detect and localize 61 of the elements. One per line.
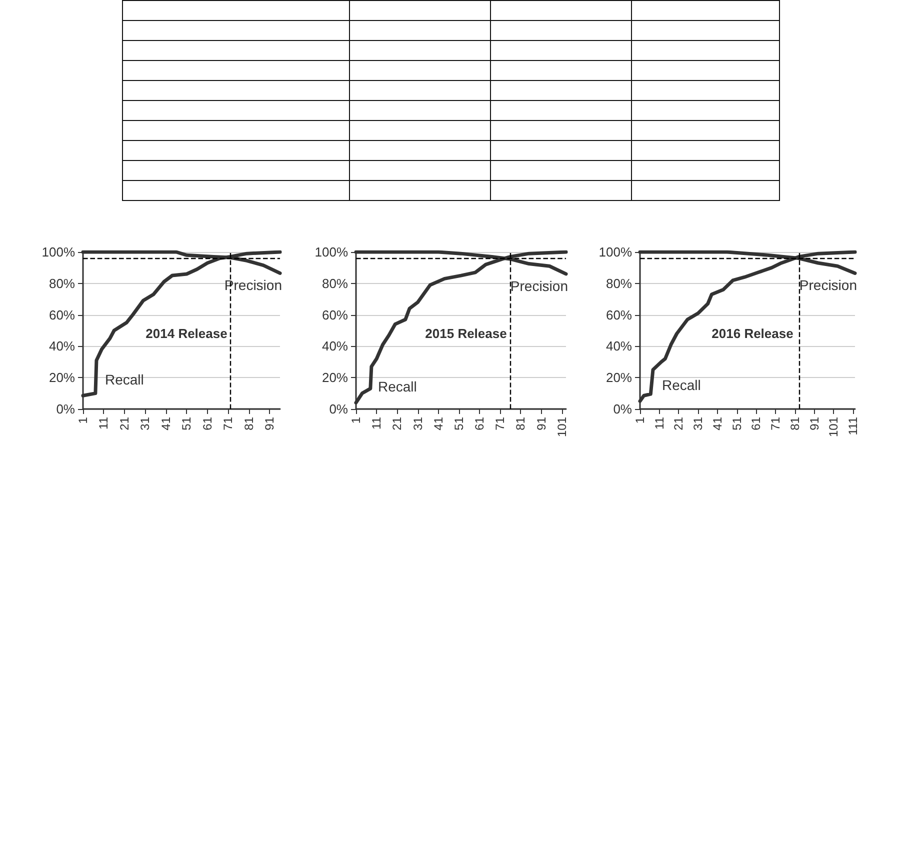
x-tick-label: 91 <box>807 416 822 430</box>
y-tick-label: 40% <box>48 338 76 354</box>
x-tick-label: 1 <box>633 416 647 424</box>
x-tick-label: 51 <box>452 416 466 430</box>
y-tick-label: 60% <box>606 307 632 322</box>
y-tick-label: 80% <box>322 276 348 291</box>
y-tick-label: 0% <box>56 402 76 416</box>
text: 2015 Release <box>425 326 507 341</box>
series-label: Precision <box>799 277 857 294</box>
x-tick-label: 41 <box>710 416 724 430</box>
text: 2016 Release <box>712 326 794 341</box>
y-tick-label: 40% <box>606 338 632 354</box>
x-tick-label: 101 <box>826 416 841 438</box>
y-tick-label: 60% <box>48 307 76 322</box>
y-tick-label: 20% <box>322 370 348 386</box>
series-label: Recall <box>662 377 701 394</box>
x-tick-label: 21 <box>390 416 404 430</box>
x-tick-label: 81 <box>242 416 256 430</box>
y-tick-label: 60% <box>322 307 348 322</box>
x-tick-label: 1 <box>349 416 363 424</box>
x-tick-label: 101 <box>554 416 569 438</box>
x-tick-label: 21 <box>117 416 132 430</box>
text: 2014 Release <box>146 326 228 341</box>
x-tick-label: 91 <box>534 416 548 430</box>
x-tick-label: 41 <box>431 416 446 430</box>
x-tick-label: 61 <box>472 416 487 430</box>
x-tick-label: 61 <box>749 416 764 430</box>
y-tick-label: 20% <box>606 370 632 386</box>
x-tick-label: 81 <box>788 416 802 430</box>
x-tick-label: 31 <box>691 416 706 430</box>
series-label: Precision <box>510 278 568 294</box>
x-tick-label: 41 <box>158 416 173 430</box>
y-tick-label: 80% <box>48 276 76 291</box>
x-tick-label: 71 <box>768 416 783 430</box>
series-label: Recall <box>378 378 417 395</box>
x-tick-label: 11 <box>652 416 666 430</box>
x-tick-label: 51 <box>180 416 194 430</box>
x-tick-label: 81 <box>514 416 528 430</box>
x-tick-label: 1 <box>76 416 90 424</box>
x-tick-label: 111 <box>846 416 860 436</box>
y-tick-label: 40% <box>322 338 348 354</box>
x-tick-label: 11 <box>96 416 111 430</box>
line-series <box>354 250 568 404</box>
x-tick-label: 91 <box>262 416 277 430</box>
y-tick-label: 0% <box>613 401 632 416</box>
y-tick-label: 0% <box>329 401 348 416</box>
y-tick-label: 80% <box>606 276 632 291</box>
series-label: Precision <box>224 277 282 294</box>
y-tick-label: 100% <box>314 244 348 260</box>
x-tick-label: 71 <box>493 416 508 430</box>
x-tick-label: 21 <box>672 416 686 430</box>
x-tick-label: 11 <box>370 416 384 430</box>
x-tick-label: 31 <box>138 416 152 430</box>
y-tick-label: 100% <box>598 244 632 260</box>
y-tick-label: 20% <box>48 370 76 386</box>
x-tick-label: 71 <box>221 416 236 430</box>
series-label: Recall <box>105 372 144 388</box>
x-tick-label: 31 <box>410 416 425 430</box>
y-tick-label: 100% <box>42 244 76 260</box>
x-tick-label: 61 <box>200 416 214 430</box>
x-tick-label: 51 <box>730 416 744 430</box>
